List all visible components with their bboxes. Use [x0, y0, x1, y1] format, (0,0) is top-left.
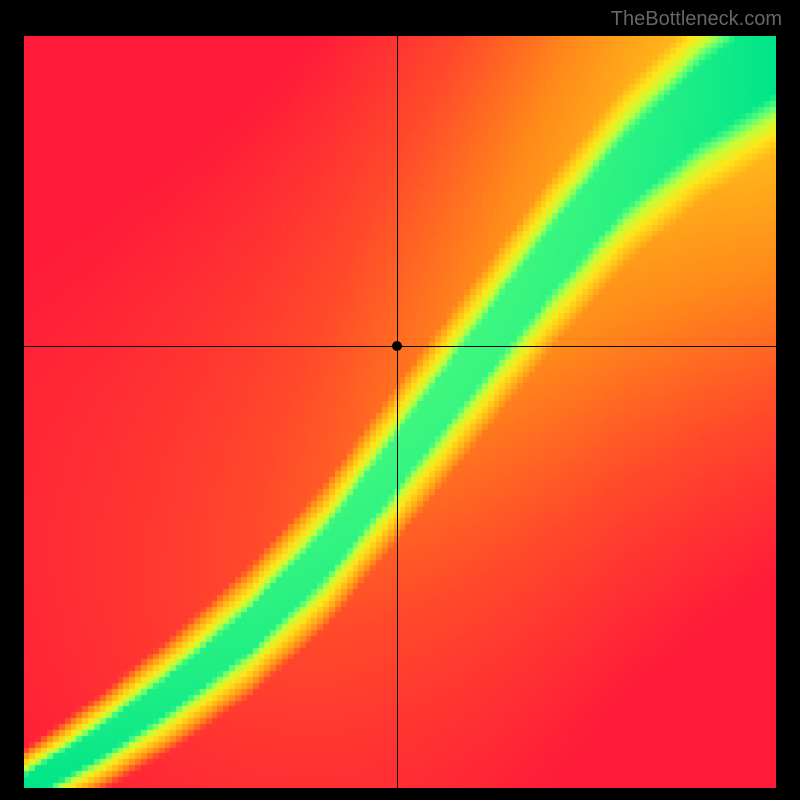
crosshair-vertical [397, 36, 398, 788]
plot-area [24, 36, 776, 788]
heatmap-canvas [24, 36, 776, 788]
watermark-text: TheBottleneck.com [611, 8, 782, 31]
marker-dot [392, 341, 402, 351]
